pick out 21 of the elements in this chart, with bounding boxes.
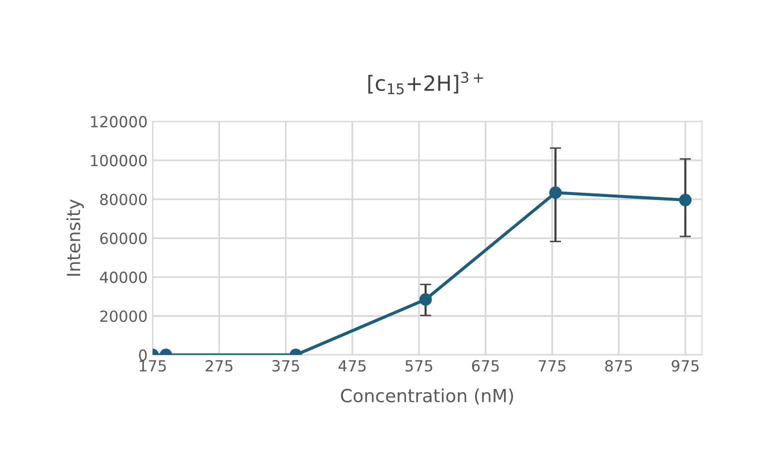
y-tick-label: 120000	[91, 116, 147, 128]
y-tick-label: 100000	[91, 154, 147, 166]
point	[679, 194, 692, 206]
y-tick-label: 40000	[100, 272, 147, 284]
x-axis-title: Concentration (nM)	[341, 388, 514, 405]
x-tick-label: 475	[338, 360, 366, 372]
y-tick-label: 80000	[100, 194, 147, 206]
x-tick-label: 975	[672, 360, 699, 372]
x-tick-label: 775	[538, 360, 566, 372]
y-tick-label: 60000	[100, 232, 147, 244]
x-tick-label: 275	[206, 360, 232, 372]
x-tick-label: 875	[605, 360, 632, 372]
x-tick-label: 675	[472, 360, 499, 372]
y-tick-label: 0	[139, 349, 147, 361]
y-tick-label: 20000	[100, 310, 147, 322]
y-axis-title: Intensity	[66, 199, 84, 276]
x-tick-label: 175	[140, 360, 166, 372]
x-tick-label: 575	[406, 360, 432, 372]
point	[549, 186, 562, 199]
chart-title: [c$_{15}$+2H]$^{3+}$	[368, 72, 483, 94]
x-tick-label: 375	[272, 360, 300, 372]
